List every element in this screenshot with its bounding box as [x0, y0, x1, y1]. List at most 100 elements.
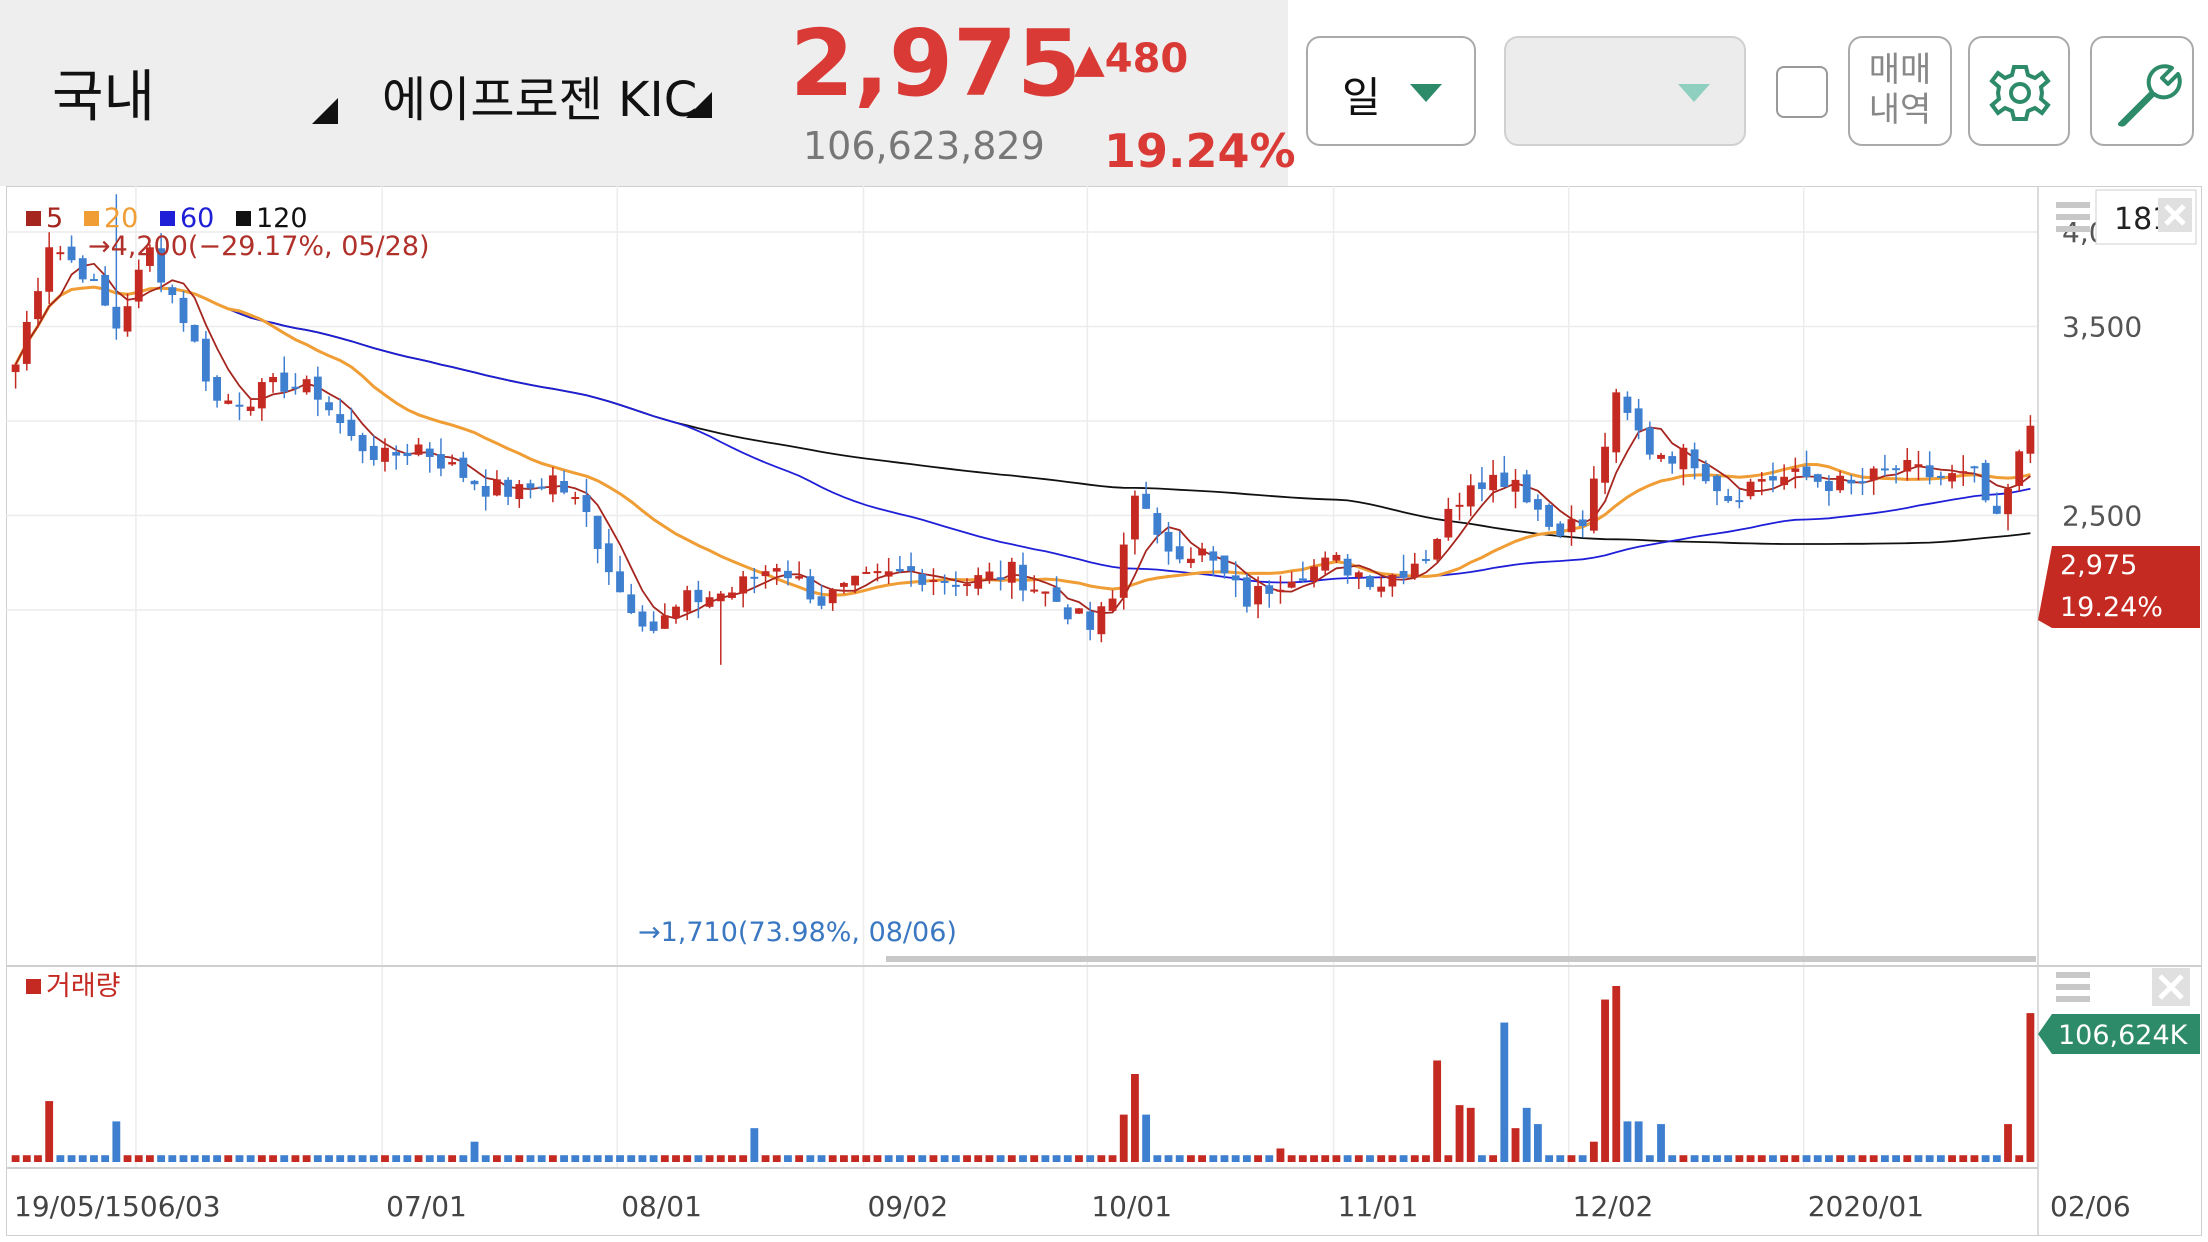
close-icon[interactable]	[2158, 198, 2192, 232]
candle	[1601, 432, 1609, 495]
candle	[1645, 421, 1654, 460]
candle	[145, 244, 154, 272]
candle	[101, 266, 110, 307]
candle	[1321, 551, 1330, 575]
candle	[1981, 459, 1990, 503]
candle	[1164, 522, 1173, 565]
last-pct-tag-value: 19.24%	[2060, 592, 2163, 623]
candle	[470, 479, 479, 491]
candle	[974, 567, 983, 596]
candle	[1052, 576, 1061, 603]
volume-bar	[1007, 1155, 1016, 1162]
candle	[22, 310, 31, 371]
candle	[425, 442, 434, 473]
candle	[1724, 488, 1733, 504]
ma120-legend-swatch	[236, 211, 251, 226]
volume-bar	[157, 1155, 166, 1162]
stock-name[interactable]: 에이프로젠 KIC	[382, 72, 698, 128]
candle	[929, 568, 938, 596]
volume-bar	[1310, 1155, 1318, 1162]
volume-bar	[1936, 1155, 1945, 1162]
candle	[1936, 471, 1945, 486]
volume-bar	[649, 1155, 658, 1162]
volume-menu-icon[interactable]	[2056, 972, 2090, 1002]
candle	[1030, 575, 1039, 594]
candle	[1063, 604, 1072, 625]
candle	[67, 235, 76, 263]
volume-bar	[839, 1155, 848, 1162]
volume-bar	[2026, 1013, 2035, 1162]
volume-bar	[918, 1155, 927, 1162]
trade-history-button[interactable]: 매매 내역	[1848, 36, 1952, 146]
volume-tag: 106,624K	[2038, 1014, 2200, 1054]
candle	[1142, 481, 1151, 510]
option-checkbox[interactable]	[1776, 66, 1828, 118]
candle	[1410, 552, 1419, 580]
price-change: ▲480	[1074, 36, 1189, 82]
candle	[660, 603, 669, 630]
stock-dropdown-icon[interactable]	[686, 92, 712, 118]
candle	[1612, 388, 1621, 463]
candle	[627, 583, 636, 615]
volume-close-icon[interactable]	[2152, 968, 2190, 1006]
candle	[1298, 561, 1307, 583]
candle	[694, 580, 703, 619]
volume-bar	[2015, 1155, 2024, 1162]
x-tick-label: 07/01	[386, 1190, 467, 1223]
candle	[940, 574, 949, 595]
candle	[593, 515, 602, 564]
volume-bar	[1880, 1155, 1889, 1162]
volume-bar	[56, 1155, 65, 1162]
current-price: 2,975	[790, 10, 1082, 117]
candle	[873, 563, 882, 582]
candle	[1713, 474, 1721, 506]
volume-bar	[504, 1155, 513, 1162]
volume-bar	[1825, 1155, 1833, 1162]
ma20-legend-swatch	[84, 211, 99, 226]
ma5-legend-swatch	[26, 211, 41, 226]
candle	[1287, 571, 1296, 589]
volume-bar	[1298, 1155, 1307, 1162]
candle	[1545, 503, 1554, 531]
indicator-select[interactable]	[1504, 36, 1746, 146]
candle	[862, 566, 871, 574]
ma60-legend-label: 60	[180, 203, 214, 234]
volume-bar	[1858, 1155, 1867, 1162]
menu-icon[interactable]	[2056, 202, 2090, 232]
market-dropdown-icon[interactable]	[312, 98, 338, 124]
volume-bar	[291, 1155, 300, 1162]
x-tick-label: 19/05/15	[14, 1190, 140, 1223]
candle	[548, 467, 557, 503]
x-tick-label: 11/01	[1338, 1190, 1419, 1223]
candle	[616, 555, 624, 593]
volume-bar	[1444, 1155, 1453, 1162]
tools-button[interactable]	[2090, 36, 2194, 146]
settings-button[interactable]	[1968, 36, 2070, 146]
volume-bar	[1097, 1155, 1106, 1162]
volume-bar	[784, 1155, 792, 1162]
volume-bar	[862, 1155, 871, 1162]
x-tick-label: 09/02	[867, 1190, 948, 1223]
volume-bar	[414, 1155, 423, 1162]
volume-bar	[90, 1155, 98, 1162]
market-selector[interactable]: 국내	[52, 65, 156, 130]
candle	[392, 445, 401, 470]
volume-bar	[1511, 1128, 1520, 1162]
candle	[1433, 537, 1442, 562]
volume-bar	[1623, 1121, 1632, 1162]
volume-bar	[1287, 1155, 1296, 1162]
volume-bar	[1948, 1155, 1956, 1162]
volume-bar	[739, 1155, 748, 1162]
volume-bar	[1690, 1155, 1699, 1162]
volume-bar	[873, 1155, 882, 1162]
candle	[728, 586, 736, 600]
period-select[interactable]: 일	[1306, 36, 1476, 146]
volume-bar	[616, 1155, 624, 1162]
volume-bar	[168, 1155, 177, 1162]
candle	[481, 469, 490, 511]
candle	[683, 585, 692, 621]
volume-bar	[1063, 1155, 1072, 1162]
volume-bar	[347, 1155, 356, 1162]
